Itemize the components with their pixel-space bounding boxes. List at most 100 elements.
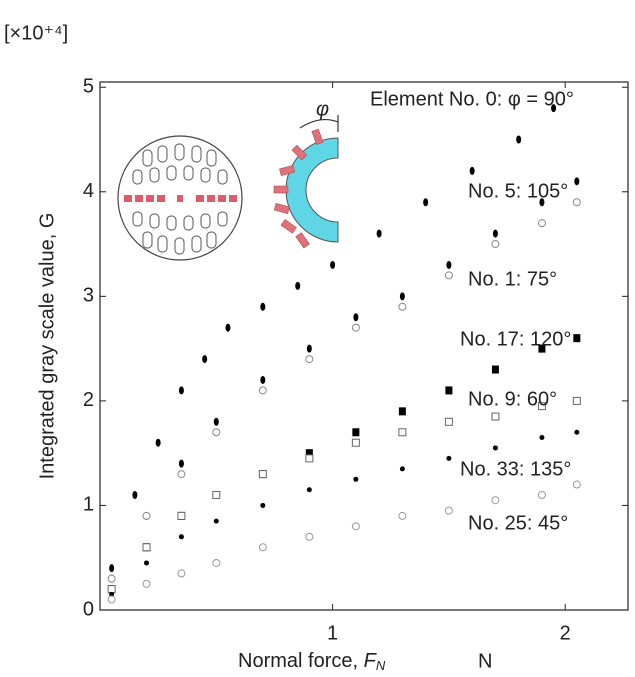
point	[574, 429, 580, 435]
point	[213, 417, 219, 426]
point	[537, 219, 546, 228]
point	[109, 591, 115, 597]
point	[492, 445, 498, 451]
point	[107, 574, 116, 583]
point	[258, 386, 267, 395]
point	[330, 260, 336, 269]
point	[573, 334, 581, 343]
point	[376, 229, 382, 238]
point	[398, 511, 407, 520]
point	[539, 434, 545, 440]
point	[178, 534, 184, 540]
x-axis-unit: N	[478, 650, 492, 672]
point	[572, 396, 581, 405]
point	[177, 470, 186, 479]
point	[444, 417, 453, 426]
inset-angle-label: φ	[316, 98, 329, 120]
y-tick-label: 3	[83, 285, 94, 307]
inset-diagram: φ	[117, 98, 339, 261]
point	[444, 506, 453, 515]
series-label: No. 9: 60°	[468, 388, 557, 410]
point	[353, 476, 359, 482]
point	[107, 585, 116, 594]
point	[260, 302, 266, 311]
point	[212, 490, 221, 499]
point	[178, 459, 184, 468]
point	[537, 490, 546, 499]
point	[352, 428, 360, 437]
point	[491, 365, 499, 374]
x-axis-label: Normal force, FN	[238, 650, 386, 673]
point	[213, 518, 219, 524]
point	[306, 344, 312, 353]
y-tick-label: 0	[83, 598, 94, 620]
point	[351, 522, 360, 531]
point	[551, 104, 557, 113]
y-tick-label: 5	[83, 76, 94, 98]
y-axis-label: Integrated gray scale value, G	[36, 213, 58, 480]
point	[142, 543, 151, 552]
point	[225, 323, 231, 332]
point	[305, 449, 313, 458]
point	[107, 595, 116, 604]
point	[305, 454, 314, 463]
point	[469, 166, 475, 175]
point	[258, 543, 267, 552]
point	[398, 407, 406, 416]
point	[538, 344, 546, 353]
point	[446, 455, 452, 461]
point	[142, 579, 151, 588]
point	[539, 198, 545, 207]
point	[423, 198, 429, 207]
point	[260, 502, 266, 508]
series-label: Element No. 0: φ = 90°	[370, 88, 574, 110]
point	[572, 198, 581, 207]
point	[109, 564, 115, 573]
x-axis-label-text: Normal force,	[238, 650, 364, 672]
point	[491, 496, 500, 505]
series-label: No. 5: 105°	[468, 180, 568, 202]
point	[351, 323, 360, 332]
series-label: No. 17: 120°	[460, 328, 571, 350]
point	[306, 487, 312, 493]
point	[260, 375, 266, 384]
y-tick-label: 2	[83, 389, 94, 411]
point	[446, 260, 452, 269]
point	[212, 558, 221, 567]
point	[444, 271, 453, 280]
point	[305, 532, 314, 541]
half-ring	[285, 137, 339, 243]
series-label: No. 25: 45°	[468, 512, 568, 534]
point	[399, 466, 405, 472]
point	[295, 281, 301, 290]
point	[202, 355, 208, 364]
point	[574, 177, 580, 186]
x-axis-symbol: F	[364, 650, 378, 672]
y-multiplier: [×10⁺⁴]	[4, 22, 68, 44]
x-tick-label: 2	[560, 622, 571, 644]
point	[572, 480, 581, 489]
point	[353, 313, 359, 322]
point	[178, 386, 184, 395]
point	[537, 402, 546, 411]
point	[305, 355, 314, 364]
point	[155, 438, 161, 447]
point	[491, 240, 500, 249]
point	[132, 490, 138, 499]
point	[445, 386, 453, 395]
point	[142, 511, 151, 520]
point	[144, 560, 150, 566]
y-tick-label: 1	[83, 494, 94, 516]
series-label: No. 1: 75°	[468, 268, 557, 290]
point	[177, 569, 186, 578]
point	[398, 428, 407, 437]
plot-frame	[99, 81, 629, 611]
point	[398, 302, 407, 311]
point	[516, 135, 522, 144]
point	[212, 428, 221, 437]
point	[351, 438, 360, 447]
point	[492, 229, 498, 238]
series-label: No. 33: 135°	[460, 458, 571, 480]
y-tick-label: 4	[83, 180, 94, 202]
